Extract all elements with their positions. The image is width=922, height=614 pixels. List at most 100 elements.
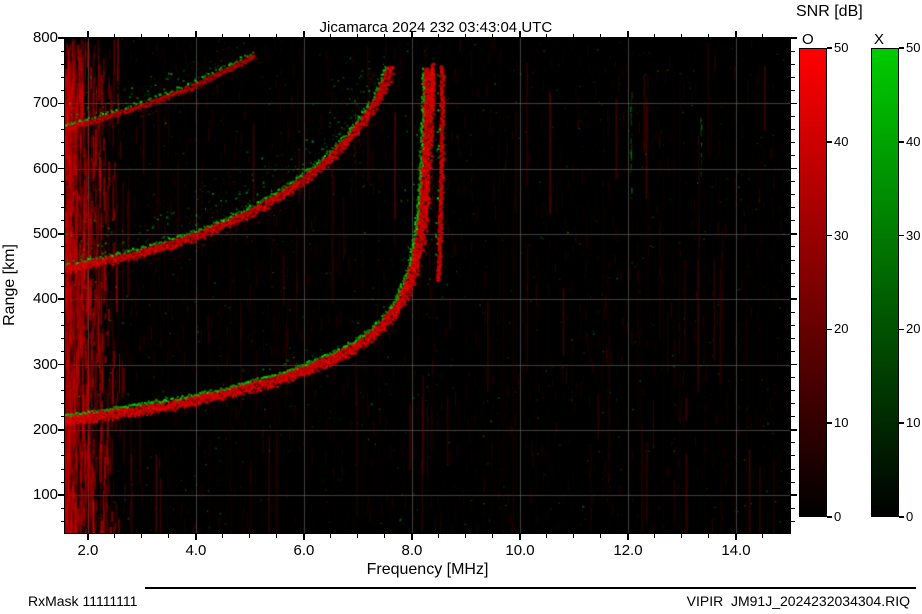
colorbar-tick-label: 0 — [834, 509, 842, 524]
y-minor-tick — [791, 89, 795, 91]
y-minor-tick — [60, 285, 64, 287]
y-major-tick — [791, 494, 797, 496]
y-minor-tick — [60, 468, 64, 470]
y-minor-tick — [60, 390, 64, 392]
y-major-tick — [58, 363, 64, 366]
y-minor-tick — [60, 194, 64, 196]
x-minor-tick — [168, 534, 170, 538]
y-minor-tick — [60, 259, 64, 261]
y-major-tick — [791, 233, 797, 235]
y-minor-tick — [791, 390, 795, 392]
x-major-tick — [411, 534, 413, 540]
y-minor-tick — [791, 311, 795, 313]
y-minor-tick — [791, 207, 795, 209]
y-major-tick — [58, 167, 64, 170]
colorbar-tick-label: 0 — [906, 509, 914, 524]
y-minor-tick — [791, 324, 795, 326]
y-minor-tick — [791, 455, 795, 457]
y-minor-tick — [791, 194, 795, 196]
y-minor-tick — [791, 350, 795, 352]
y-tick-label: 100 — [32, 486, 58, 504]
x-minor-tick — [249, 534, 251, 538]
x-major-tick — [303, 534, 305, 540]
y-major-tick — [791, 429, 797, 431]
colorbar-tick — [827, 141, 832, 143]
x-tick-label: 10.0 — [505, 542, 535, 559]
ionogram-canvas — [65, 38, 790, 533]
x-minor-tick — [276, 534, 278, 538]
x-minor-tick — [546, 534, 548, 538]
y-tick-label: 800 — [32, 29, 58, 46]
y-minor-tick — [60, 377, 64, 379]
x-minor-tick — [330, 33, 332, 37]
y-axis-label: Range [km] — [1, 244, 18, 326]
x-minor-tick — [654, 33, 656, 37]
x-minor-tick — [762, 534, 764, 538]
y-minor-tick — [60, 246, 64, 248]
x-major-tick — [735, 534, 737, 540]
x-tick-label: 6.0 — [293, 542, 315, 559]
x-minor-tick — [114, 33, 116, 37]
y-minor-tick — [791, 50, 795, 52]
y-tick-label: 400 — [32, 290, 58, 308]
y-minor-tick — [791, 272, 795, 274]
y-minor-tick — [791, 181, 795, 183]
x-minor-tick — [573, 534, 575, 538]
colorbar-tick — [899, 141, 904, 143]
y-minor-tick — [60, 455, 64, 457]
x-minor-tick — [465, 33, 467, 37]
file-id-text: VIPIR JM91J_2024232034304.RIQ — [686, 593, 910, 609]
x-tick-label: 8.0 — [401, 542, 423, 559]
y-minor-tick — [791, 481, 795, 483]
y-minor-tick — [791, 403, 795, 405]
y-major-tick — [58, 298, 64, 300]
x-minor-tick — [114, 534, 116, 538]
x-major-tick — [627, 534, 629, 540]
y-major-tick — [58, 102, 64, 105]
y-tick-label: 700 — [32, 94, 58, 112]
x-major-tick — [195, 31, 197, 37]
x-minor-tick — [141, 534, 143, 538]
y-minor-tick — [791, 520, 795, 522]
colorbar-tick — [899, 328, 904, 331]
x-tick-label: 2.0 — [77, 542, 99, 559]
y-major-tick — [791, 363, 797, 366]
colorbar-tick-label: 30 — [906, 227, 921, 243]
x-minor-tick — [357, 534, 359, 538]
y-minor-tick — [60, 337, 64, 339]
y-minor-tick — [60, 272, 64, 274]
colorbar-tick — [827, 328, 832, 331]
colorbar-tick — [899, 47, 904, 49]
x-minor-tick — [762, 33, 764, 37]
x-minor-tick — [492, 33, 494, 37]
x-minor-tick — [681, 534, 683, 538]
x-minor-tick — [384, 33, 386, 37]
x-minor-tick — [681, 33, 683, 37]
y-major-tick — [791, 167, 797, 170]
y-minor-tick — [60, 89, 64, 91]
y-minor-tick — [60, 311, 64, 313]
x-minor-tick — [438, 534, 440, 538]
x-minor-tick — [222, 534, 224, 538]
y-minor-tick — [791, 246, 795, 248]
colorbar-o-mode-label: O — [802, 31, 814, 48]
colorbar-tick — [827, 422, 832, 424]
x-minor-tick — [141, 33, 143, 37]
x-minor-tick — [708, 534, 710, 538]
y-major-tick — [791, 37, 797, 39]
y-minor-tick — [791, 507, 795, 509]
y-minor-tick — [60, 141, 64, 143]
x-tick-label: 12.0 — [613, 542, 643, 559]
y-minor-tick — [791, 416, 795, 418]
y-major-tick — [58, 494, 64, 496]
x-major-tick — [519, 31, 521, 37]
y-minor-tick — [791, 220, 795, 222]
x-major-tick — [411, 31, 413, 37]
colorbar-tick — [827, 516, 832, 518]
y-minor-tick — [60, 76, 64, 78]
x-minor-tick — [330, 534, 332, 538]
y-minor-tick — [60, 520, 64, 522]
colorbar-tick — [899, 234, 904, 237]
x-minor-tick — [708, 33, 710, 37]
